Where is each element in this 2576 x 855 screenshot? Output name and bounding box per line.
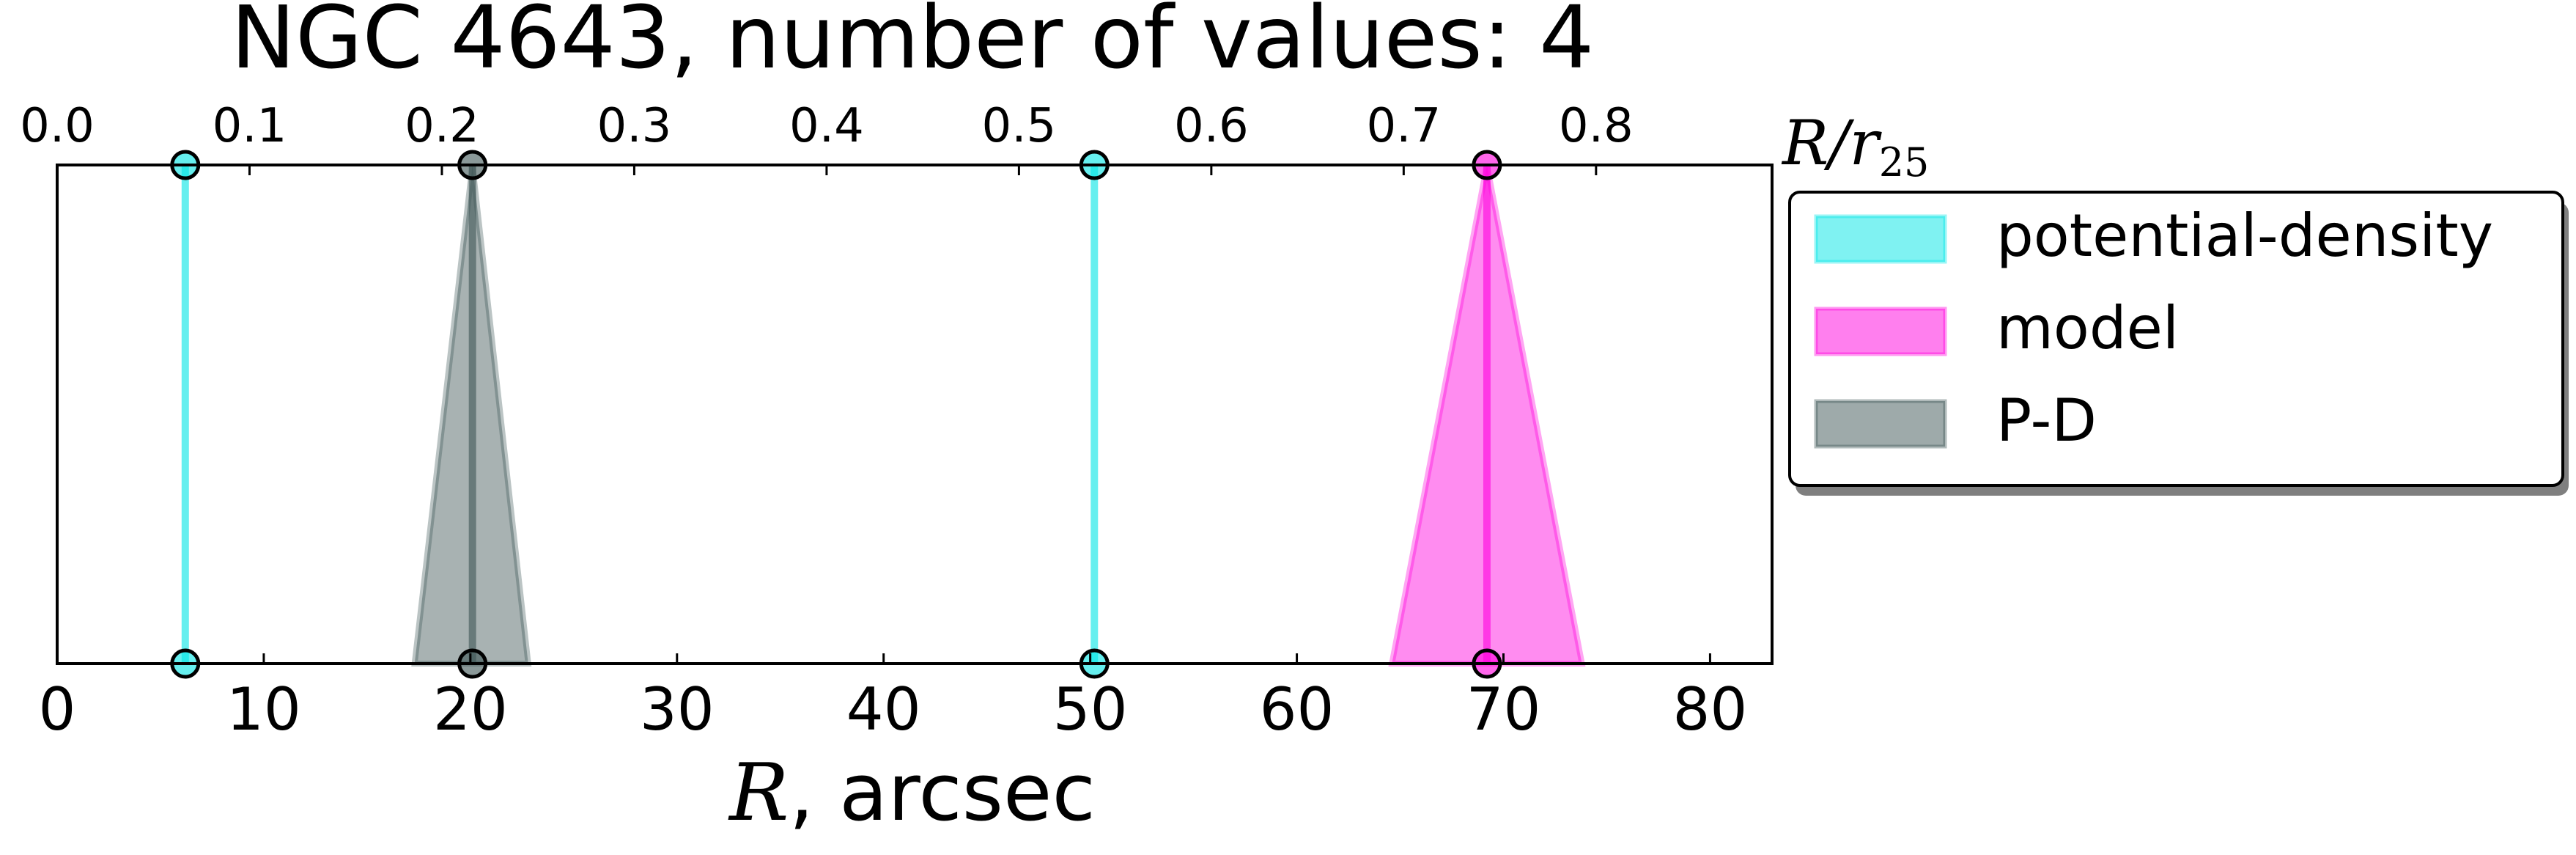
x-tick-label: 80: [1673, 675, 1748, 744]
top-tick-label: 0.1: [213, 99, 287, 153]
x-tick-label: 20: [433, 675, 508, 744]
x-tick-label: 0: [39, 675, 76, 744]
legend-label-potential-density: potential-density: [1996, 202, 2493, 270]
legend: potential-density model P-D: [1788, 191, 2569, 496]
top-tick-label: 0.0: [20, 99, 95, 153]
legend-swatch-P-D: [1814, 399, 1947, 449]
legend-swatch-model: [1814, 307, 1947, 356]
top-tick-label: 0.6: [1174, 99, 1249, 153]
top-tick-label: 0.7: [1366, 99, 1441, 153]
legend-swatch-potential-density: [1814, 214, 1947, 264]
legend-label-P-D: P-D: [1996, 386, 2097, 455]
top-tick-label: 0.8: [1559, 99, 1634, 153]
x-tick-label: 70: [1466, 675, 1541, 744]
top-axis-label: R/r25: [1781, 107, 1929, 186]
x-axis-label: R, arcsec: [728, 747, 1096, 839]
x-tick-label: 30: [640, 675, 715, 744]
top-tick-label: 0.4: [789, 99, 864, 153]
plot-marks: [170, 150, 1586, 679]
x-tick-label: 50: [1053, 675, 1128, 744]
top-axis: 0.0 0.1 0.2 0.3 0.4 0.5 0.6 0.7 0.8: [20, 99, 1634, 175]
x-tick-label: 10: [226, 675, 301, 744]
bottom-axis: 0 10 20 30 40 50 60 70 80: [39, 653, 1748, 744]
legend-box: [1788, 191, 2564, 487]
x-tick-label: 40: [846, 675, 921, 744]
x-tick-label: 60: [1260, 675, 1335, 744]
top-tick-label: 0.5: [981, 99, 1056, 153]
chart-title: NGC 4643, number of values: 4: [231, 0, 1594, 88]
top-tick-label: 0.2: [405, 99, 479, 153]
plot-frame: [56, 164, 1774, 665]
top-tick-label: 0.3: [597, 99, 672, 153]
legend-label-model: model: [1996, 294, 2179, 362]
